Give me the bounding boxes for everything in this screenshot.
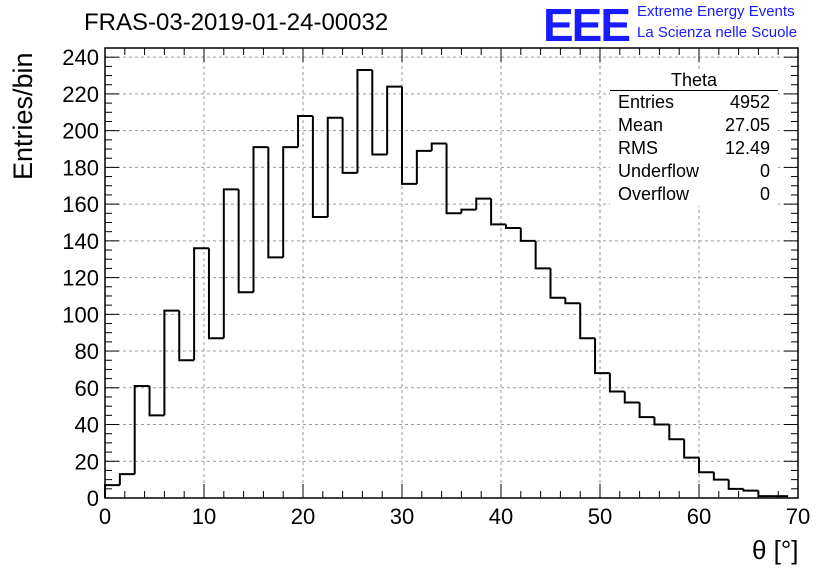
histogram-bin bbox=[326, 116, 343, 217]
stats-value: 0 bbox=[759, 161, 770, 181]
stats-label: Mean bbox=[618, 115, 664, 135]
histogram-bin bbox=[193, 247, 209, 361]
histogram-bin bbox=[490, 198, 506, 226]
stats-row-overflow: Overflow 0 bbox=[610, 183, 778, 206]
stats-value: 12.49 bbox=[724, 138, 770, 158]
y-tick-label: 40 bbox=[75, 413, 99, 438]
y-tick-label: 220 bbox=[62, 82, 99, 107]
y-tick-label: 0 bbox=[87, 486, 99, 511]
y-tick-label: 240 bbox=[62, 45, 99, 70]
histogram-bin bbox=[207, 248, 224, 340]
histogram-bin bbox=[445, 143, 462, 215]
x-axis-ticks: 0 10 20 30 40 50 60 70 bbox=[99, 48, 810, 529]
y-tick-label: 60 bbox=[75, 376, 99, 401]
histogram-bin bbox=[504, 224, 521, 229]
x-tick-label: 50 bbox=[588, 504, 612, 529]
y-tick-label: 140 bbox=[62, 229, 99, 254]
histogram-bin bbox=[222, 188, 239, 339]
stats-label: Entries bbox=[618, 92, 675, 112]
x-tick-label: 0 bbox=[99, 504, 111, 529]
histogram-bin bbox=[371, 70, 388, 156]
logo-line-1: Extreme Energy Events bbox=[637, 3, 795, 20]
x-axis-label: θ [°] bbox=[752, 535, 799, 565]
histogram-bin bbox=[564, 297, 581, 305]
y-tick-label: 180 bbox=[62, 155, 99, 180]
histogram-bin bbox=[430, 142, 447, 151]
x-tick-label: 40 bbox=[489, 504, 513, 529]
stats-row-rms: RMS 12.49 bbox=[610, 137, 778, 160]
histogram-bin bbox=[104, 484, 120, 498]
stats-label: RMS bbox=[618, 138, 658, 158]
y-axis-ticks: 0 20 40 60 80 100 120 140 160 180 200 220 240 bbox=[62, 45, 798, 511]
histogram-bin bbox=[683, 439, 699, 459]
histogram-bin bbox=[475, 197, 492, 210]
histogram-bin bbox=[282, 146, 299, 258]
stats-row-mean: Mean 27.05 bbox=[610, 114, 778, 137]
histogram-bin bbox=[118, 473, 135, 486]
plot-frame bbox=[104, 47, 799, 499]
y-tick-label: 120 bbox=[62, 266, 99, 291]
y-tick-label: 200 bbox=[62, 119, 99, 144]
histogram-bin bbox=[668, 424, 685, 441]
x-tick-label: 30 bbox=[390, 504, 414, 529]
stats-box: Theta Entries 4952 Mean 27.05 RMS 12.49 … bbox=[610, 70, 778, 206]
histogram-bin bbox=[549, 268, 566, 299]
stats-value: 4952 bbox=[729, 92, 770, 112]
eee-logo: EEE bbox=[543, 0, 631, 51]
stats-row-underflow: Underflow 0 bbox=[610, 160, 778, 183]
logo-line-2: La Scienza nelle Scuole bbox=[637, 24, 798, 41]
stats-value: 27.05 bbox=[724, 115, 770, 135]
histogram-bin bbox=[341, 117, 358, 174]
histogram-bin bbox=[608, 373, 625, 393]
histogram-bin bbox=[519, 228, 536, 242]
histogram-bin bbox=[163, 309, 180, 416]
histogram-bin bbox=[133, 384, 150, 475]
histogram-bin bbox=[148, 385, 165, 417]
histogram-bin bbox=[237, 189, 254, 294]
x-tick-label: 20 bbox=[291, 504, 315, 529]
histogram-bin bbox=[401, 86, 417, 185]
stats-value: 0 bbox=[759, 184, 770, 204]
stats-box-title: Theta bbox=[610, 70, 778, 91]
histogram-bin bbox=[727, 479, 744, 490]
y-tick-label: 20 bbox=[75, 449, 99, 474]
histogram-bin bbox=[638, 402, 655, 419]
chart-title: FRAS-03-2019-01-24-00032 bbox=[84, 9, 389, 36]
y-tick-label: 100 bbox=[62, 302, 99, 327]
histogram-bars bbox=[104, 69, 789, 498]
histogram-bin bbox=[297, 114, 313, 148]
histogram-bin bbox=[460, 208, 477, 214]
histogram-bin bbox=[386, 85, 402, 155]
histogram-bin bbox=[252, 146, 269, 293]
stats-label: Overflow bbox=[618, 184, 690, 204]
x-tick-label: 70 bbox=[786, 504, 810, 529]
histogram-bin bbox=[415, 149, 432, 184]
x-tick-label: 60 bbox=[687, 504, 711, 529]
histogram-bin bbox=[623, 391, 640, 404]
histogram-bin bbox=[579, 303, 596, 340]
histogram-bin bbox=[311, 115, 328, 218]
histogram-bin bbox=[653, 417, 670, 426]
histogram-bin bbox=[712, 472, 729, 481]
histogram-bin bbox=[356, 69, 373, 173]
histogram-bin bbox=[757, 490, 774, 498]
histogram-bin bbox=[178, 310, 195, 362]
stats-row-entries: Entries 4952 bbox=[610, 91, 778, 114]
histogram-bin bbox=[742, 488, 759, 492]
histogram-bin bbox=[267, 147, 284, 259]
histogram-bin bbox=[594, 338, 610, 375]
y-tick-label: 80 bbox=[75, 339, 99, 364]
stats-label: Underflow bbox=[618, 161, 700, 181]
histogram-bin bbox=[534, 240, 551, 270]
histogram-bin bbox=[698, 457, 714, 474]
x-tick-label: 10 bbox=[192, 504, 216, 529]
y-tick-label: 160 bbox=[62, 192, 99, 217]
y-axis-label: Entries/bin bbox=[8, 52, 38, 180]
